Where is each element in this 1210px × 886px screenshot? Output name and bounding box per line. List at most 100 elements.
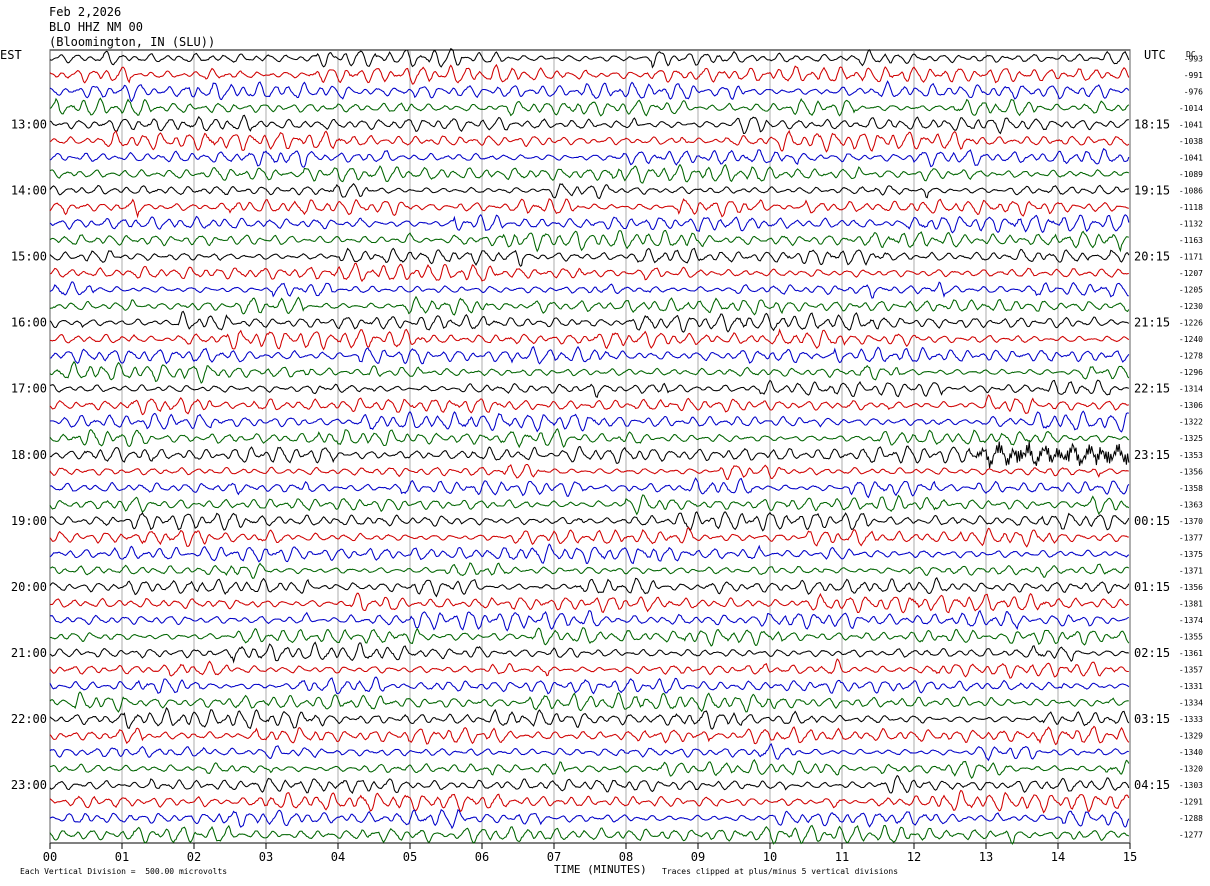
utc-hour-label: 04:15 — [1134, 778, 1170, 792]
x-axis-title: TIME (MINUTES) — [554, 863, 647, 876]
dc-offset-label: -1320 — [1179, 765, 1203, 774]
dc-offset-label: -1089 — [1179, 170, 1203, 179]
x-tick-label: 09 — [691, 850, 705, 864]
x-tick-label: 04 — [331, 850, 345, 864]
trace-line-40 — [49, 707, 1130, 730]
dc-offset-label: -1132 — [1179, 219, 1203, 228]
utc-hour-label: 21:15 — [1134, 316, 1170, 330]
x-tick-label: 15 — [1123, 850, 1137, 864]
dc-offset-label: -1303 — [1179, 781, 1203, 790]
dc-offset-label: -1086 — [1179, 186, 1203, 195]
x-tick-label: 02 — [187, 850, 201, 864]
dc-offset-label: -1333 — [1179, 715, 1203, 724]
trace-line-44 — [49, 774, 1130, 794]
x-tick-label: 01 — [115, 850, 129, 864]
dc-offset-label: -1355 — [1179, 632, 1203, 641]
dc-offset-label: -1322 — [1179, 418, 1203, 427]
dc-offset-label: -1038 — [1179, 137, 1203, 146]
x-tick-label: 08 — [619, 850, 633, 864]
dc-offset-label: -1363 — [1179, 500, 1203, 509]
dc-offset-label: -1230 — [1179, 302, 1203, 311]
dc-column-label: DC — [1186, 50, 1196, 59]
utc-hour-label: 01:15 — [1134, 580, 1170, 594]
dc-offset-label: -1377 — [1179, 533, 1203, 542]
dc-offset-label: -1041 — [1179, 153, 1203, 162]
dc-offset-label: -1357 — [1179, 666, 1203, 675]
clip-note: Traces clipped at plus/minus 5 vertical … — [662, 867, 899, 876]
utc-hour-label: 19:15 — [1134, 183, 1170, 197]
trace-line-47 — [49, 824, 1130, 845]
trace-line-34 — [49, 609, 1130, 632]
est-hour-label: 16:00 — [11, 316, 47, 330]
dc-offset-label: -1370 — [1179, 517, 1203, 526]
x-tick-label: 13 — [979, 850, 993, 864]
trace-line-46 — [49, 808, 1130, 830]
trace-line-20 — [49, 379, 1130, 398]
trace-line-14 — [49, 281, 1129, 299]
est-hour-label: 22:00 — [11, 712, 47, 726]
trace-line-41 — [49, 725, 1130, 746]
utc-hour-label: 23:15 — [1134, 448, 1170, 462]
trace-line-21 — [49, 394, 1129, 416]
trace-line-36 — [49, 641, 1129, 664]
x-tick-label: 06 — [475, 850, 489, 864]
trace-line-24 — [49, 441, 1130, 469]
est-hour-label: 20:00 — [11, 580, 47, 594]
est-hour-label: 19:00 — [11, 514, 47, 528]
trace-line-19 — [49, 360, 1130, 384]
dc-offset-label: -1288 — [1179, 814, 1203, 823]
utc-hour-label: 22:15 — [1134, 382, 1170, 396]
trace-line-42 — [49, 743, 1129, 762]
dc-offset-label: -1358 — [1179, 484, 1203, 493]
utc-hour-label: 02:15 — [1134, 646, 1170, 660]
dc-offset-label: -1207 — [1179, 269, 1203, 278]
utc-hour-label: 00:15 — [1134, 514, 1170, 528]
x-tick-label: 12 — [907, 850, 921, 864]
trace-line-23 — [49, 428, 1130, 449]
dc-offset-label: -1291 — [1179, 798, 1203, 807]
trace-line-6 — [49, 148, 1130, 168]
trace-line-10 — [49, 213, 1130, 234]
x-tick-label: 03 — [259, 850, 273, 864]
x-tick-label: 14 — [1051, 850, 1065, 864]
est-hour-label: 14:00 — [11, 183, 47, 197]
x-tick-label: 05 — [403, 850, 417, 864]
trace-line-8 — [49, 183, 1130, 199]
trace-line-45 — [49, 789, 1130, 814]
trace-line-28 — [49, 511, 1130, 532]
dc-offset-label: -1381 — [1179, 599, 1203, 608]
dc-offset-label: -1331 — [1179, 682, 1203, 691]
dc-offset-label: -1334 — [1179, 699, 1203, 708]
trace-line-12 — [49, 247, 1130, 267]
trace-line-15 — [49, 295, 1130, 316]
dc-offset-label: -1375 — [1179, 550, 1203, 559]
trace-line-5 — [49, 129, 1130, 153]
dc-offset-label: -1277 — [1179, 831, 1203, 840]
dc-offset-label: -1329 — [1179, 732, 1203, 741]
trace-line-9 — [49, 198, 1129, 219]
x-tick-label: 00 — [43, 850, 57, 864]
trace-line-26 — [49, 477, 1130, 499]
header-station: BLO HHZ NM 00 — [49, 20, 143, 34]
dc-offset-label: -1163 — [1179, 236, 1203, 245]
vertical-division-note: Each Vertical Division = 500.00 microvol… — [20, 867, 228, 876]
dc-offset-label: -1296 — [1179, 368, 1203, 377]
trace-line-22 — [49, 410, 1129, 433]
dc-offset-label: -1325 — [1179, 434, 1203, 443]
dc-offset-label: -1306 — [1179, 401, 1203, 410]
dc-offset-label: -1041 — [1179, 120, 1203, 129]
dc-offset-label: -1171 — [1179, 253, 1203, 262]
dc-offset-label: -1374 — [1179, 616, 1203, 625]
trace-line-18 — [49, 345, 1130, 365]
est-hour-label: 18:00 — [11, 448, 47, 462]
dc-offset-label: -1014 — [1179, 104, 1203, 113]
trace-line-2 — [49, 80, 1130, 103]
dc-offset-label: -1118 — [1179, 203, 1203, 212]
utc-hour-label: 20:15 — [1134, 250, 1170, 264]
est-hour-label: 23:00 — [11, 778, 47, 792]
trace-line-35 — [49, 627, 1130, 647]
dc-offset-label: -993 — [1184, 54, 1203, 63]
trace-line-32 — [49, 577, 1130, 598]
dc-offset-label: -1340 — [1179, 748, 1203, 757]
dc-offset-label: -1353 — [1179, 451, 1203, 460]
